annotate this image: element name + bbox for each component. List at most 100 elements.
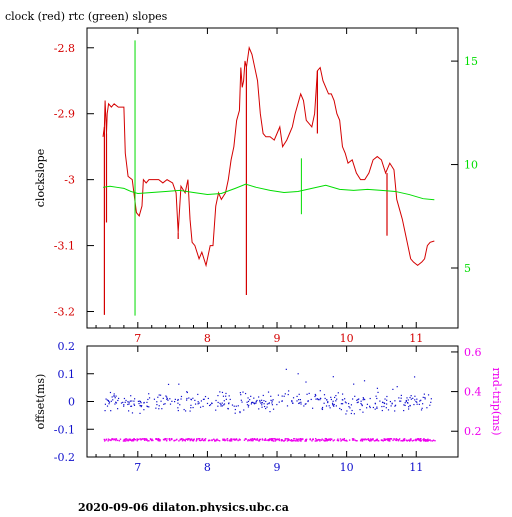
offset-point — [415, 400, 417, 403]
rnd-trip-point — [157, 438, 160, 440]
offset-point — [394, 404, 397, 406]
chart-footer: 2020-09-06 dilaton.physics.ubc.ca — [78, 501, 289, 512]
offset-point — [174, 398, 176, 400]
offset-point — [315, 398, 317, 400]
offset-point — [225, 395, 227, 397]
rnd-trip-point — [408, 439, 411, 442]
offset-point — [147, 406, 149, 408]
rnd-trip-point — [247, 439, 249, 441]
rnd-trip-point — [345, 439, 348, 442]
rnd-trip-point — [126, 438, 128, 441]
rnd-trip-point — [125, 440, 127, 442]
rnd-trip-point — [429, 439, 431, 441]
offset-point — [381, 405, 383, 408]
offset-point — [308, 392, 310, 395]
rnd-trip-point — [261, 438, 264, 440]
offset-point — [333, 396, 336, 399]
rnd-trip-point — [256, 438, 258, 441]
rnd-trip-point — [274, 440, 277, 442]
rnd-trip-point — [325, 439, 327, 442]
rnd-trip-point — [432, 439, 435, 441]
offset-point — [394, 410, 396, 412]
offset-point — [194, 399, 196, 402]
rnd-trip-point — [341, 439, 343, 441]
offset-point — [114, 397, 116, 399]
offset-point — [350, 412, 352, 415]
offset-point — [381, 401, 384, 404]
rnd-trip-point — [103, 440, 106, 442]
offset-point — [160, 400, 162, 402]
offset-point — [265, 407, 267, 410]
rnd-trip-point — [211, 439, 213, 441]
rnd-trip-point — [252, 438, 254, 440]
offset-point — [259, 401, 261, 403]
rnd-trip-point — [190, 438, 193, 440]
rnd-trip-point — [396, 438, 398, 441]
rnd-trip-point — [395, 439, 398, 442]
offset-point — [317, 399, 320, 401]
rnd-trip-point — [352, 439, 354, 441]
offset-point — [307, 400, 309, 402]
rnd-trip-point — [267, 439, 269, 441]
chart-title: clock (red) rtc (green) slopes — [5, 10, 168, 23]
rnd-trip-point — [290, 439, 293, 441]
rnd-trip-point — [237, 439, 239, 442]
rnd-trip-point — [119, 438, 122, 440]
rnd-trip-point — [293, 439, 295, 442]
offset-point — [131, 400, 133, 402]
offset-point — [339, 407, 341, 410]
rnd-trip-point — [411, 440, 414, 442]
rnd-trip-point — [376, 438, 379, 441]
offset-point — [258, 408, 260, 410]
offset-point — [221, 391, 224, 394]
offset-point — [300, 401, 302, 403]
offset-point — [162, 397, 164, 400]
offset-point — [139, 404, 141, 407]
rnd-trip-point — [305, 438, 308, 441]
offset-point — [156, 401, 158, 403]
offset-point — [335, 395, 337, 397]
rnd-trip-point — [361, 440, 364, 442]
rnd-trip-point — [356, 440, 358, 442]
rnd-trip-point — [148, 440, 150, 442]
offset-point — [406, 397, 408, 399]
offset-point — [177, 409, 179, 412]
offset-point — [315, 394, 317, 396]
rnd-trip-point — [295, 438, 297, 440]
rnd-trip-point — [395, 438, 397, 440]
rnd-trip-point — [314, 440, 317, 442]
offset-point — [263, 405, 266, 408]
offset-point — [396, 386, 398, 388]
offset-point — [292, 402, 294, 404]
bottom-y2-tick-label: 0.6 — [464, 346, 482, 359]
bottom-x-tick-label: 9 — [274, 461, 281, 474]
rnd-trip-point — [337, 439, 340, 442]
offset-point — [178, 383, 180, 385]
rnd-trip-point — [249, 438, 252, 440]
offset-point — [335, 400, 337, 402]
rnd-trip-point — [204, 439, 206, 442]
offset-point — [392, 388, 394, 390]
offset-point — [127, 403, 129, 406]
rnd-trip-point — [297, 438, 300, 440]
offset-point — [240, 399, 242, 401]
rnd-trip-point — [342, 438, 345, 441]
offset-point — [399, 400, 401, 402]
offset-point — [405, 400, 407, 403]
offset-point — [384, 398, 386, 400]
offset-point — [304, 403, 306, 405]
offset-point — [369, 397, 371, 400]
offset-point — [117, 399, 119, 402]
offset-point — [298, 402, 301, 404]
top-y-tick-label: -2.9 — [54, 108, 75, 121]
rnd-trip-point — [426, 439, 429, 442]
offset-point — [215, 399, 217, 402]
rnd-trip-point — [258, 440, 260, 442]
rnd-trip-point — [248, 439, 251, 442]
rnd-trip-point — [428, 439, 430, 442]
rnd-trip-point — [286, 438, 289, 440]
offset-point — [180, 395, 183, 398]
offset-point — [419, 400, 421, 402]
offset-point — [342, 399, 344, 401]
offset-point — [139, 400, 142, 403]
